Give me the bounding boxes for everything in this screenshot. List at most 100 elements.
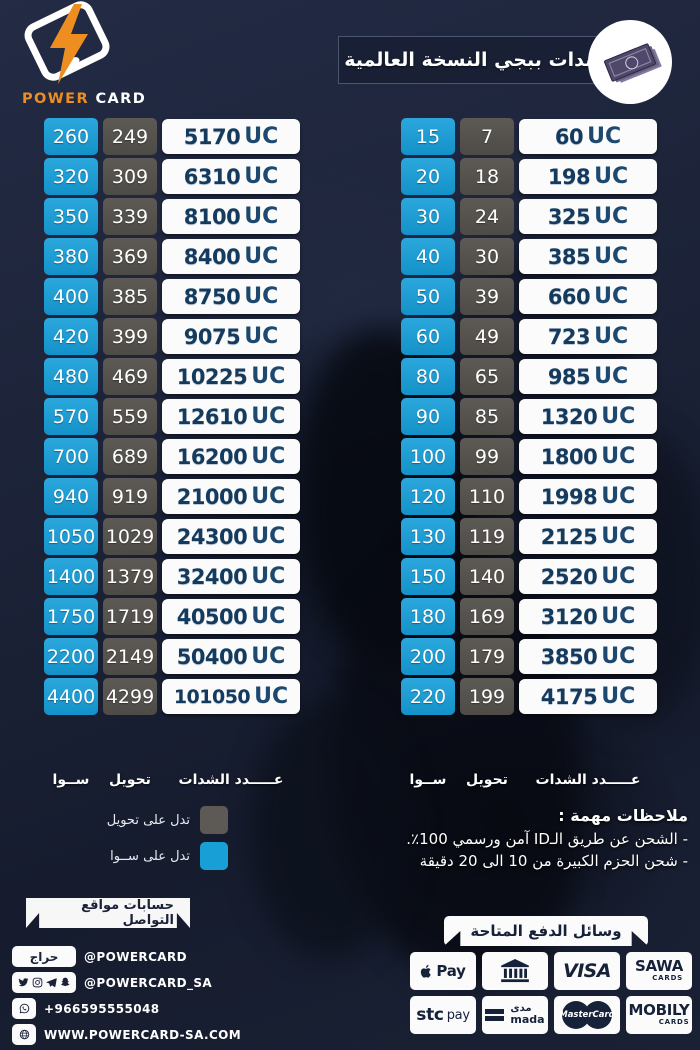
- brand-name: POWER CARD: [22, 91, 146, 107]
- cell-sawa-price: 15: [401, 118, 455, 155]
- cell-uc-amount: 21000 UC: [162, 479, 300, 514]
- cell-sawa-price: 1050: [44, 518, 98, 555]
- whatsapp-glyph-icon: [19, 1003, 29, 1014]
- cell-conversion-price: 339: [103, 198, 157, 235]
- legend-label: تدل على ســوا: [110, 848, 190, 864]
- payment-bank-transfer[interactable]: [482, 952, 548, 990]
- cell-uc-amount: 32400 UC: [162, 559, 300, 594]
- uc-value: 8750: [183, 284, 241, 309]
- cell-conversion-price: 24: [460, 198, 514, 235]
- brand-name-power: POWER: [22, 91, 90, 107]
- payment-label: stc: [416, 1005, 444, 1025]
- lightning-bolt-icon: [50, 4, 88, 84]
- cell-conversion-price: 689: [103, 438, 157, 475]
- bank-icon: [501, 959, 529, 983]
- cell-sawa-price: 30: [401, 198, 455, 235]
- cell-uc-amount: 12610 UC: [162, 399, 300, 434]
- mastercard-circle-right: [584, 1001, 612, 1029]
- payment-apple-pay[interactable]: Pay: [410, 952, 476, 990]
- payment-label: MasterCard: [559, 1010, 615, 1020]
- payment-mada[interactable]: مدى mada: [482, 996, 548, 1034]
- cell-sawa-price: 320: [44, 158, 98, 195]
- contact-list: حراج @POWERCARD @POWERCARD_SA +966595555…: [12, 946, 241, 1045]
- cell-uc-amount: 9075 UC: [162, 319, 300, 354]
- uc-value: 1320: [540, 404, 598, 429]
- uc-unit-label: UC: [251, 604, 286, 629]
- cell-uc-amount: 8400 UC: [162, 239, 300, 274]
- uc-unit-label: UC: [251, 524, 286, 549]
- cell-sawa-price: 60: [401, 318, 455, 355]
- social-section-ribbon: حسابات مواقع التواصل: [26, 898, 190, 928]
- cell-uc-amount: 8100 UC: [162, 199, 300, 234]
- cell-uc-amount: 5170 UC: [162, 119, 300, 154]
- cell-conversion-price: 18: [460, 158, 514, 195]
- uc-unit-label: UC: [244, 324, 279, 349]
- table-row: 260 249 5170 UC: [44, 118, 300, 155]
- legend-item-sawa: تدل على ســوا: [92, 842, 228, 870]
- cell-uc-amount: 3850 UC: [519, 639, 657, 674]
- cell-sawa-price: 90: [401, 398, 455, 435]
- cell-sawa-price: 200: [401, 638, 455, 675]
- cell-uc-amount: 10225 UC: [162, 359, 300, 394]
- uc-unit-label: UC: [601, 604, 636, 629]
- table-row: 15 7 60 UC: [401, 118, 657, 155]
- payment-mastercard[interactable]: MasterCard: [554, 996, 620, 1034]
- cell-conversion-price: 4299: [103, 678, 157, 715]
- table-row: 130 119 2125 UC: [401, 518, 657, 555]
- contact-row-whatsapp[interactable]: +966595555048: [12, 998, 241, 1019]
- table-row: 220 199 4175 UC: [401, 678, 657, 715]
- cell-sawa-price: 480: [44, 358, 98, 395]
- uc-unit-label: UC: [244, 204, 279, 229]
- payment-stc-pay[interactable]: stc pay: [410, 996, 476, 1034]
- globe-icon: [12, 1024, 36, 1045]
- table-row: 80 65 985 UC: [401, 358, 657, 395]
- uc-unit-label: UC: [594, 244, 629, 269]
- cell-conversion-price: 399: [103, 318, 157, 355]
- uc-unit-label: UC: [254, 684, 289, 709]
- uc-unit-label: UC: [244, 244, 279, 269]
- cell-sawa-price: 1750: [44, 598, 98, 635]
- payment-section-ribbon: وسائل الدفع المتاحة: [444, 916, 648, 946]
- uc-value: 325: [547, 204, 591, 229]
- payment-mobily-cards[interactable]: MOBILY CARDS: [626, 996, 692, 1034]
- table-row: 570 559 12610 UC: [44, 398, 300, 435]
- uc-value: 12610: [176, 404, 248, 429]
- contact-handle: @POWERCARD_SA: [84, 975, 213, 990]
- uc-unit-label: UC: [601, 644, 636, 669]
- payment-sublabel: CARDS: [658, 1018, 690, 1027]
- legend: تدل على تحويل تدل على ســوا: [92, 806, 228, 870]
- table-row: 50 39 660 UC: [401, 278, 657, 315]
- table-row: 200 179 3850 UC: [401, 638, 657, 675]
- cell-uc-amount: 3120 UC: [519, 599, 657, 634]
- cell-conversion-price: 469: [103, 358, 157, 395]
- cell-conversion-price: 85: [460, 398, 514, 435]
- cell-uc-amount: 6310 UC: [162, 159, 300, 194]
- cell-sawa-price: 4400: [44, 678, 98, 715]
- uc-unit-label: UC: [251, 484, 286, 509]
- table-row: 4400 4299 101050 UC: [44, 678, 300, 715]
- contact-row-socials[interactable]: @POWERCARD_SA: [12, 972, 241, 993]
- payment-label: SAWA: [634, 957, 684, 976]
- uc-value: 32400: [176, 564, 248, 589]
- cell-conversion-price: 2149: [103, 638, 157, 675]
- table-row: 20 18 198 UC: [401, 158, 657, 195]
- cell-sawa-price: 700: [44, 438, 98, 475]
- payment-sublabel: pay: [446, 1007, 470, 1023]
- contact-row-haraj[interactable]: حراج @POWERCARD: [12, 946, 241, 967]
- cell-conversion-price: 179: [460, 638, 514, 675]
- uc-value: 101050: [173, 685, 251, 708]
- payment-visa[interactable]: VISA: [554, 952, 620, 990]
- uc-value: 2520: [540, 564, 598, 589]
- cell-conversion-price: 1379: [103, 558, 157, 595]
- cell-conversion-price: 39: [460, 278, 514, 315]
- cell-conversion-price: 385: [103, 278, 157, 315]
- uc-unit-label: UC: [594, 164, 629, 189]
- payment-sawa-cards[interactable]: SAWA CARDS: [626, 952, 692, 990]
- cell-uc-amount: 16200 UC: [162, 439, 300, 474]
- table-row: 90 85 1320 UC: [401, 398, 657, 435]
- cell-uc-amount: 60 UC: [519, 119, 657, 154]
- uc-value: 16200: [176, 444, 248, 469]
- cell-sawa-price: 220: [401, 678, 455, 715]
- contact-row-website[interactable]: WWW.POWERCARD-SA.COM: [12, 1024, 241, 1045]
